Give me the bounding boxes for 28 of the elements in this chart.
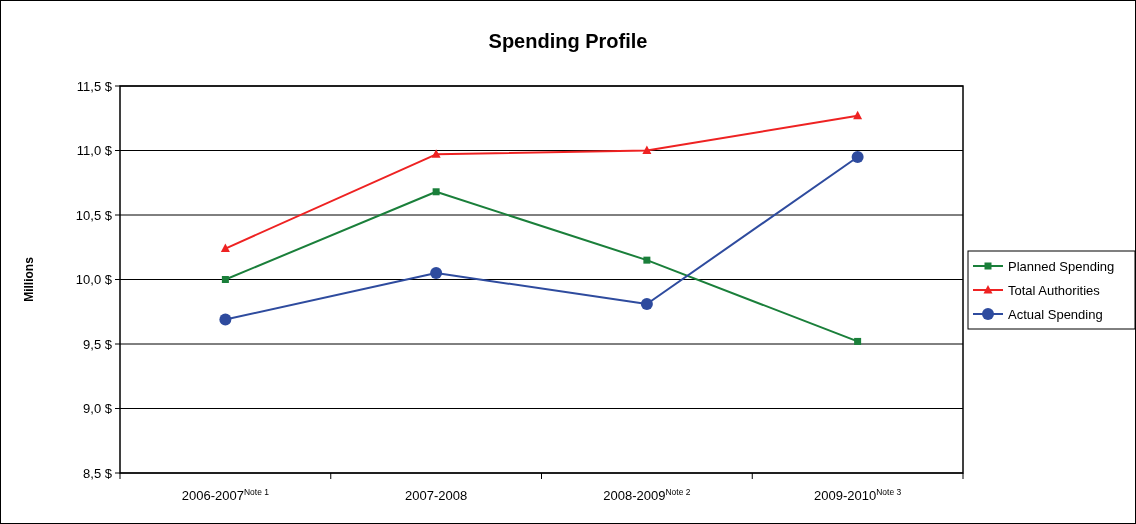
point [431, 149, 441, 158]
y-tick-label: 11,5 $ [76, 78, 113, 94]
point [219, 313, 232, 326]
x-tick-label: 2008-2009$^{Note 2}$ [603, 487, 691, 503]
point [854, 337, 862, 345]
y-tick-label: 8,5 $ [83, 465, 113, 481]
legend-label: Total Authorities [1008, 282, 1101, 298]
point [853, 110, 863, 120]
x-tick-label: 2009-2010$^{Note 3}$ [814, 487, 902, 503]
y-tick-label: 9,5 $ [83, 336, 113, 352]
chart-title: Spending Profile [488, 30, 648, 52]
x-tick-label: 2006-2007$^{Note 1}$ [181, 487, 270, 503]
y-axis-title: Millions [22, 256, 36, 302]
point [432, 188, 440, 196]
y-tick-label: 11,0 $ [76, 143, 113, 159]
point [430, 267, 443, 280]
point [851, 150, 864, 163]
y-tick-label: 10,0 $ [75, 272, 113, 288]
x-tick-label: 2007-2008 [405, 488, 468, 503]
point [640, 298, 653, 311]
y-tick-label: 10,5 $ [75, 207, 113, 223]
legend-label: Planned Spending [1008, 258, 1115, 274]
point [220, 243, 230, 253]
point [221, 276, 229, 283]
point [643, 256, 651, 264]
y-tick-label: 9,0 $ [83, 401, 113, 417]
point [642, 145, 652, 154]
legend-label: Actual Spending [1008, 306, 1103, 322]
